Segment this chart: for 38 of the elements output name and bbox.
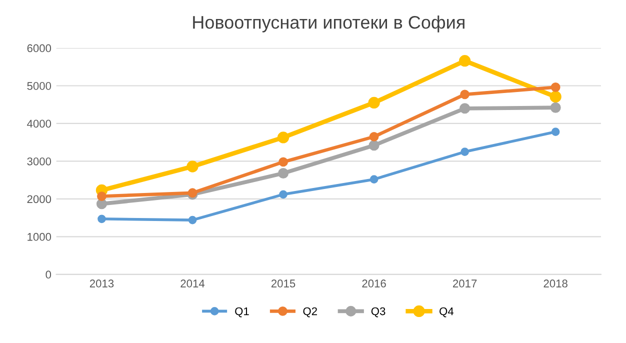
point	[98, 214, 106, 224]
x-tick-label: 2013	[90, 280, 114, 288]
chart-title: Новоотпуснати ипотеки в София	[193, 15, 464, 32]
legend-label: Q3	[371, 307, 386, 318]
y-tick-label: 4000	[27, 120, 52, 128]
point	[370, 175, 378, 184]
y-tick-label: 3000	[27, 157, 52, 166]
y-tick-label: 2000	[27, 195, 52, 204]
x-tick-label: 2015	[271, 280, 296, 288]
y-tick-label: 0	[46, 270, 52, 279]
point	[278, 168, 289, 179]
legend-label: Q4	[440, 307, 454, 318]
legend-label: Q1	[235, 307, 249, 318]
point	[97, 192, 106, 202]
point	[278, 157, 288, 167]
point	[188, 216, 197, 224]
point	[186, 160, 198, 172]
y-tick-label: 6000	[27, 44, 52, 52]
x-tick-label: 2016	[362, 280, 386, 288]
point	[368, 140, 380, 151]
point	[551, 128, 560, 136]
point	[277, 132, 290, 144]
point	[550, 82, 560, 92]
point	[460, 103, 470, 114]
point	[550, 102, 561, 113]
y-tick-label: 5000	[27, 82, 52, 90]
x-tick-label: 2017	[453, 280, 477, 288]
point	[460, 90, 470, 100]
y-tick-label: 1000	[28, 232, 52, 241]
point	[279, 190, 288, 199]
point	[458, 55, 471, 67]
point	[368, 96, 380, 109]
legend-label: Q2	[303, 307, 317, 318]
point	[460, 148, 469, 156]
x-tick-label: 2014	[180, 280, 205, 288]
point	[550, 90, 562, 103]
x-tick-label: 2018	[544, 280, 568, 288]
point	[369, 132, 379, 142]
